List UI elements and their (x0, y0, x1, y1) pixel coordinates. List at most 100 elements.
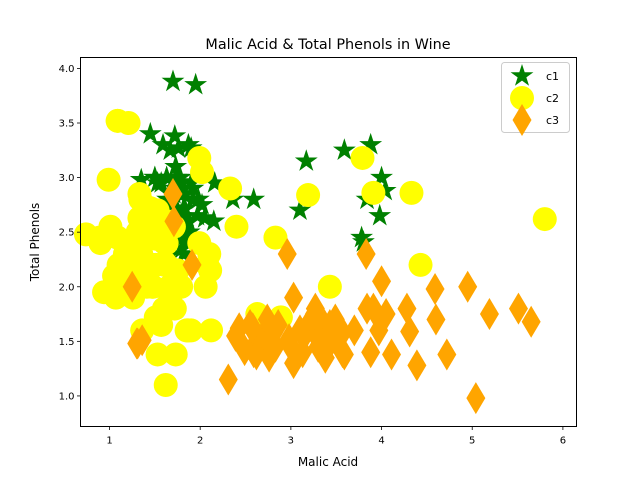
legend-marker-c3 (512, 104, 532, 136)
point-c3 (521, 305, 541, 338)
point-c1 (368, 203, 392, 226)
legend-label-c3: c3 (546, 114, 559, 127)
point-c3 (218, 363, 238, 396)
point-c2 (128, 187, 153, 212)
point-c1 (202, 209, 226, 231)
point-c3 (344, 314, 364, 347)
points-layer (73, 69, 557, 415)
point-c2 (361, 180, 386, 205)
point-c3 (279, 323, 299, 356)
point-c2 (263, 225, 288, 250)
legend-label-c2: c2 (546, 92, 559, 105)
point-c1 (181, 176, 205, 199)
point-c1 (370, 165, 393, 188)
point-c2 (141, 274, 166, 299)
point-c3 (400, 315, 420, 348)
point-c3 (257, 303, 277, 336)
x-tick-label: 6 (560, 436, 566, 447)
chart-title: Malic Acid & Total Phenols in Wine (205, 37, 450, 53)
point-c1 (176, 209, 200, 231)
point-c3 (437, 338, 457, 371)
x-axis-ticks: 1 2 3 4 5 6 (106, 426, 566, 447)
point-c3 (163, 177, 183, 210)
point-c3 (466, 382, 486, 415)
point-c1 (129, 167, 153, 190)
x-tick-label: 2 (197, 436, 203, 447)
point-c1 (179, 171, 203, 193)
point-c1 (179, 136, 203, 158)
point-c3 (127, 327, 147, 360)
legend-item-c2: c2 (510, 86, 559, 110)
x-tick-label: 1 (106, 436, 112, 447)
legend-item-c1: c1 (510, 64, 559, 86)
point-c2 (198, 258, 223, 283)
point-c1 (359, 132, 383, 155)
point-c1 (138, 121, 162, 144)
point-c2 (296, 183, 321, 208)
point-c3 (382, 338, 402, 371)
x-axis-label: Malic Acid (298, 455, 358, 469)
point-c3 (508, 292, 528, 325)
point-c2 (143, 226, 168, 251)
point-c2 (104, 274, 129, 299)
y-axis-label: Total Phenols (28, 203, 42, 283)
series-c3 (122, 177, 541, 415)
x-tick-label: 5 (469, 436, 475, 447)
point-c2 (162, 296, 187, 321)
point-c3 (293, 336, 313, 369)
point-c1 (155, 165, 179, 188)
point-c3 (122, 270, 142, 303)
point-c2 (218, 176, 243, 201)
legend-label-c1: c1 (546, 70, 559, 83)
point-c3 (479, 298, 499, 331)
point-c1 (158, 138, 182, 160)
point-c3 (407, 349, 427, 382)
point-c3 (164, 205, 184, 238)
point-c1 (161, 69, 185, 92)
point-c1 (288, 198, 312, 221)
y-axis-ticks: 1.0 1.5 2.0 2.5 3.0 3.5 4.0 (59, 64, 81, 402)
point-c3 (333, 336, 353, 369)
point-c3 (397, 292, 417, 325)
plot-area-frame (80, 57, 577, 427)
point-c2 (317, 274, 342, 299)
point-c2 (163, 342, 188, 367)
point-c1 (151, 132, 175, 155)
point-c2 (96, 167, 121, 192)
point-c3 (426, 303, 446, 336)
point-c3 (372, 265, 392, 298)
x-tick-label: 4 (378, 436, 384, 447)
point-c3 (229, 312, 249, 345)
point-c1 (172, 242, 196, 264)
point-c3 (182, 248, 202, 281)
point-c1 (294, 149, 318, 171)
legend-marker-c2 (510, 86, 534, 110)
point-c2 (408, 252, 433, 277)
point-c1 (168, 165, 192, 188)
point-c1 (193, 205, 217, 228)
point-c3 (376, 298, 396, 331)
point-c2 (532, 207, 557, 232)
y-tick-label: 1.5 (59, 337, 75, 348)
point-c3 (356, 238, 376, 271)
point-c3 (458, 270, 478, 303)
point-c1 (143, 165, 167, 188)
point-c3 (277, 238, 297, 271)
point-c3 (325, 303, 345, 336)
y-tick-label: 2.5 (59, 228, 75, 239)
point-c1 (350, 225, 374, 248)
point-c2 (129, 242, 154, 267)
point-c1 (177, 220, 201, 242)
y-tick-label: 2.0 (59, 282, 75, 293)
y-tick-label: 1.0 (59, 391, 75, 402)
point-c2 (153, 373, 178, 398)
point-c1 (373, 178, 397, 201)
point-c2 (190, 160, 215, 185)
point-c1 (242, 187, 266, 210)
y-tick-label: 3.5 (59, 119, 75, 130)
point-c2 (175, 318, 200, 343)
point-c1 (203, 171, 227, 193)
point-c2 (116, 111, 141, 136)
series-c2 (73, 108, 557, 398)
